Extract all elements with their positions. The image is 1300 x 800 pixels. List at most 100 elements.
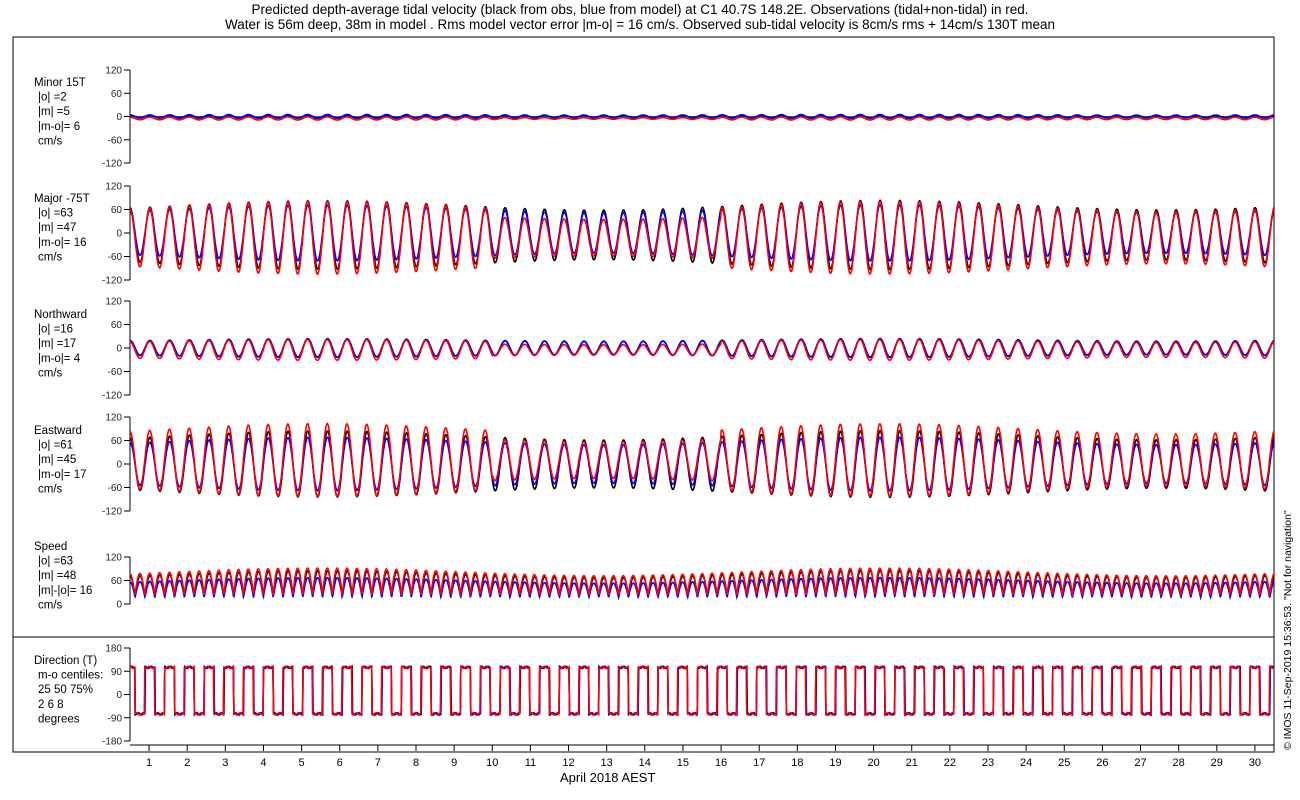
x-tick-label: 9: [451, 757, 457, 769]
panel-label: |m-o|= 4: [38, 353, 81, 365]
panels: 120 60 0 -60 -120 Minor 15T |o| =2 |m| =5 |m-o|=…: [34, 66, 1275, 748]
x-tick-label: 1: [146, 757, 152, 769]
series-line-direction-2: [129, 664, 1275, 717]
x-tick-label: 7: [375, 757, 381, 769]
x-tick-label: 22: [944, 757, 956, 769]
x-axis: 1 2 3 4 5 6 7 8 9 10 11 12 13 14 15 16 17 18 19 20 21 22 23 24 2…: [130, 744, 1274, 769]
panel-label: |m-o|= 17: [38, 469, 86, 481]
panel-label: Speed: [34, 541, 67, 553]
x-tick-label: 16: [715, 757, 727, 769]
y-tick-label: 180: [105, 644, 122, 655]
panel-label: |m| =47: [38, 222, 76, 234]
x-tick-label: 21: [906, 757, 918, 769]
panel-label: |m| =48: [38, 570, 76, 582]
y-tick-label: 0: [116, 690, 122, 701]
panel-label: degrees: [38, 713, 80, 725]
panel-label: cm/s: [38, 367, 63, 379]
y-tick-label: 60: [111, 89, 123, 100]
x-tick-label: 3: [222, 757, 228, 769]
x-axis-label: April 2018 AEST: [560, 770, 656, 785]
x-tick-label: 8: [413, 757, 419, 769]
panel-label: |o| =16: [38, 324, 73, 336]
x-tick-label: 5: [299, 757, 305, 769]
panel-label: cm/s: [38, 251, 63, 263]
y-tick-label: 90: [111, 667, 123, 678]
chart-title: Predicted depth-average tidal velocity (…: [0, 2, 1280, 32]
title-line-2: Water is 56m deep, 38m in model . Rms mo…: [224, 17, 1056, 32]
y-tick-label: 60: [111, 320, 123, 331]
panel-northward: 120 60 0 -60 -120 Northward |o| =16 |m| =17 |m-o…: [34, 297, 1275, 402]
y-tick-label: -120: [102, 159, 122, 170]
panel-label: Northward: [34, 309, 87, 321]
panel-label: Minor 15T: [34, 77, 86, 89]
y-tick-label: 60: [111, 576, 123, 587]
x-tick-label: 17: [753, 757, 765, 769]
series-line-northward-2: [129, 338, 1275, 362]
panel-label: m-o centiles:: [38, 670, 103, 682]
title-line-1: Predicted depth-average tidal velocity (…: [251, 2, 1029, 17]
y-tick-label: 60: [111, 436, 123, 447]
y-tick-label: -60: [108, 252, 123, 263]
panel-label: |o| =63: [38, 208, 73, 220]
y-tick-label: 120: [105, 553, 122, 564]
x-tick-label: 12: [562, 757, 574, 769]
panel-label: |m-o|= 6: [38, 121, 80, 133]
x-tick-label: 2: [184, 757, 190, 769]
x-tick-label: 27: [1134, 757, 1146, 769]
series-line-minor-1: [130, 113, 1274, 120]
panel-label: cm/s: [38, 135, 63, 147]
y-tick-label: 0: [116, 600, 122, 611]
panel-label: 25 50 75%: [38, 684, 93, 696]
panel-label: |m| =17: [38, 338, 76, 350]
series-line-minor-2: [129, 115, 1275, 121]
y-tick-label: 0: [116, 344, 122, 355]
x-tick-label: 23: [982, 757, 994, 769]
x-tick-label: 10: [486, 757, 498, 769]
panel-label: Direction (T): [34, 655, 97, 667]
panel-label: Major -75T: [34, 193, 90, 205]
x-tick-label: 28: [1173, 757, 1185, 769]
panel-speed: 120 60 0 Speed |o| =63 |m| =48 |m|-|o|= 16 cm/s: [34, 541, 1275, 611]
panel-label: |o| =61: [38, 440, 73, 452]
x-tick-label: 18: [791, 757, 803, 769]
panel-major: 120 60 0 -60 -120 Major -75T |o| =63 |m| =47 |m-…: [34, 182, 1275, 287]
panel-label: |m|-|o|= 16: [38, 585, 92, 597]
y-tick-label: 120: [105, 297, 122, 308]
upper-frame: [12, 36, 1275, 638]
panel-label: Eastward: [34, 425, 82, 437]
x-tick-label: 6: [337, 757, 343, 769]
x-tick-label: 29: [1211, 757, 1223, 769]
panel-minor: 120 60 0 -60 -120 Minor 15T |o| =2 |m| =5 |m-o|=…: [34, 66, 1275, 170]
copyright-notice: © IMOS 11-Sep-2019 15:36:53. "Not for na…: [1282, 510, 1294, 750]
y-tick-label: -60: [108, 367, 123, 378]
panel-label: |m-o|= 16: [38, 237, 86, 249]
series-line-major-2: [129, 200, 1275, 276]
y-tick-label: -120: [102, 391, 122, 402]
y-tick-label: 60: [111, 205, 123, 216]
x-tick-label: 14: [639, 757, 651, 769]
y-tick-label: 120: [105, 413, 122, 424]
x-tick-label: 26: [1096, 757, 1108, 769]
panel-label: |m| =45: [38, 454, 76, 466]
y-tick-label: -60: [108, 135, 123, 146]
x-tick-label: 4: [260, 757, 266, 769]
panel-label: cm/s: [38, 483, 63, 495]
series-line-speed-2: [129, 567, 1275, 598]
x-tick-label: 25: [1058, 757, 1070, 769]
panel-label: |o| =2: [38, 92, 67, 104]
y-tick-label: -180: [102, 737, 122, 748]
panel-label: cm/s: [38, 599, 63, 611]
panel-label: 2 6 8: [38, 699, 64, 711]
y-tick-label: -120: [102, 507, 122, 518]
x-tick-label: 30: [1249, 757, 1261, 769]
y-tick-label: -120: [102, 276, 122, 287]
y-tick-label: -60: [108, 483, 123, 494]
y-tick-label: 120: [105, 66, 122, 77]
panel-eastward: 120 60 0 -60 -120 Eastward |o| =61 |m| =45 |m-o|…: [34, 413, 1275, 518]
series-line-eastward-2: [129, 422, 1275, 498]
panel-direction: 180 90 0 -90 -180 Direction (T) m-o centiles: 2…: [34, 644, 1275, 748]
panel-label: |o| =63: [38, 556, 73, 568]
y-tick-label: -90: [108, 713, 123, 724]
y-tick-label: 0: [116, 460, 122, 471]
